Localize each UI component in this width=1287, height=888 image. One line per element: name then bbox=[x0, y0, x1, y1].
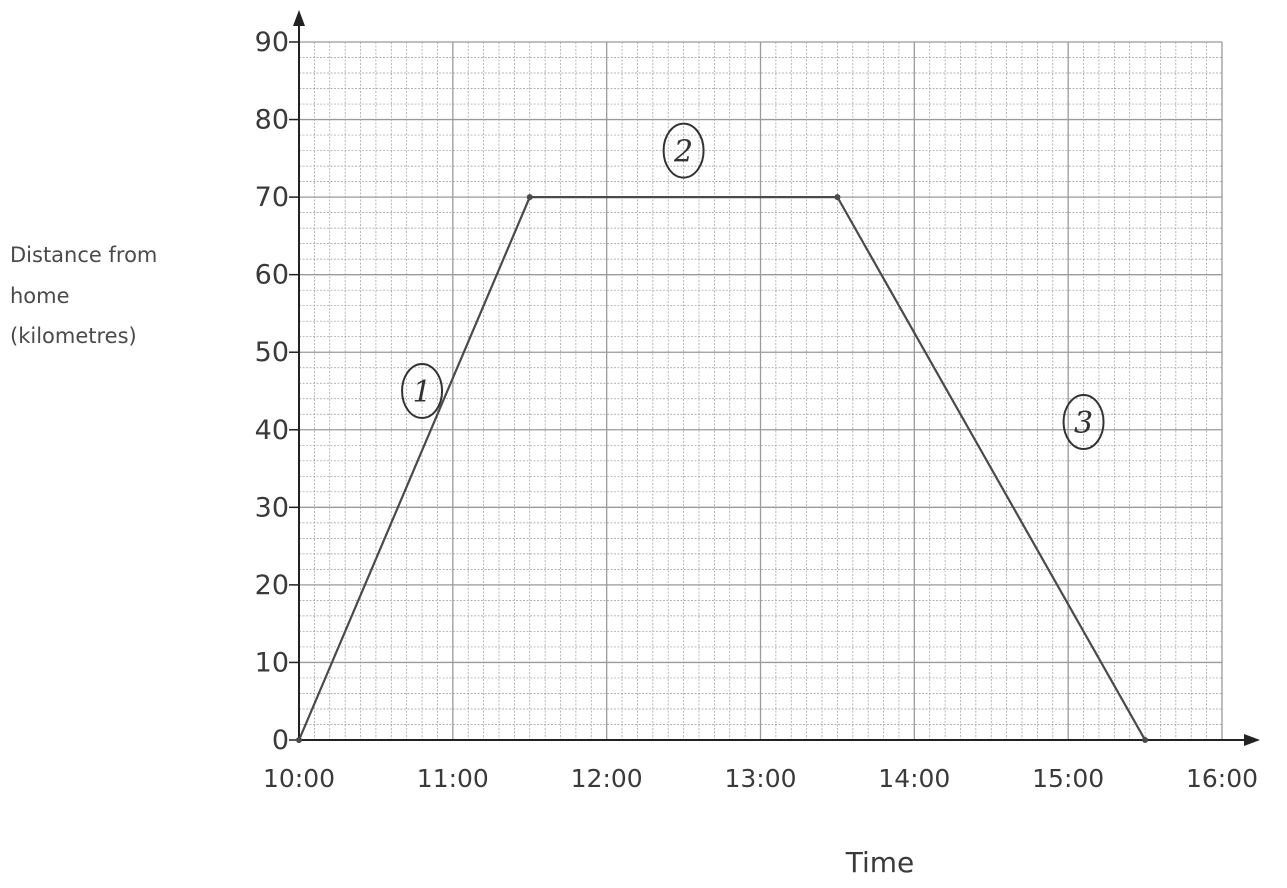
y-tick-label: 50 bbox=[255, 337, 289, 368]
y-tick-labels: 0 10 20 30 40 50 60 70 80 90 bbox=[255, 27, 299, 756]
grid bbox=[298, 41, 1223, 741]
x-tick-label: 15:00 bbox=[1032, 764, 1104, 793]
y-axis-arrow bbox=[293, 10, 305, 26]
series-line bbox=[296, 194, 1149, 743]
y-tick-label: 10 bbox=[255, 647, 289, 678]
annotation-label: 3 bbox=[1074, 406, 1093, 441]
x-tick-label: 12:00 bbox=[571, 764, 643, 793]
annotation-circle bbox=[1062, 394, 1105, 451]
data-point bbox=[1142, 737, 1149, 743]
annotation-label: 1 bbox=[413, 375, 432, 410]
x-tick-label: 16:00 bbox=[1186, 764, 1258, 793]
x-tick-labels: 10:00 11:00 12:00 13:00 14:00 15:00 16:00 bbox=[263, 764, 1258, 793]
series-polyline bbox=[297, 196, 1147, 741]
annotation-circle bbox=[401, 363, 444, 419]
x-axis-arrow bbox=[1244, 734, 1260, 746]
x-tick-label: 10:00 bbox=[263, 764, 335, 793]
axes bbox=[293, 10, 1260, 746]
y-tick-label: 60 bbox=[255, 260, 289, 291]
annotation-circle bbox=[662, 122, 705, 179]
x-tick-label: 11:00 bbox=[417, 764, 489, 793]
data-point bbox=[296, 737, 302, 743]
data-point bbox=[834, 194, 841, 201]
y-axis-label-line-2: home bbox=[10, 284, 70, 308]
data-point bbox=[526, 194, 533, 201]
annotations: 1 2 3 bbox=[401, 122, 1105, 451]
annotation-label: 2 bbox=[673, 135, 693, 170]
y-tick-label: 20 bbox=[255, 570, 289, 601]
x-tick-label: 14:00 bbox=[878, 764, 950, 793]
y-tick-label: 40 bbox=[255, 415, 289, 446]
y-tick-label: 0 bbox=[272, 725, 289, 756]
y-tick-label: 30 bbox=[255, 492, 289, 523]
y-tick-label: 90 bbox=[255, 27, 289, 58]
y-axis-label-line-3: (kilometres) bbox=[10, 324, 137, 348]
y-tick-label: 70 bbox=[255, 182, 289, 213]
y-tick-label: 80 bbox=[255, 105, 289, 136]
y-axis-label-line-1: Distance from bbox=[10, 243, 157, 267]
x-tick-label: 13:00 bbox=[724, 764, 796, 793]
x-axis-label: Time bbox=[845, 846, 915, 879]
